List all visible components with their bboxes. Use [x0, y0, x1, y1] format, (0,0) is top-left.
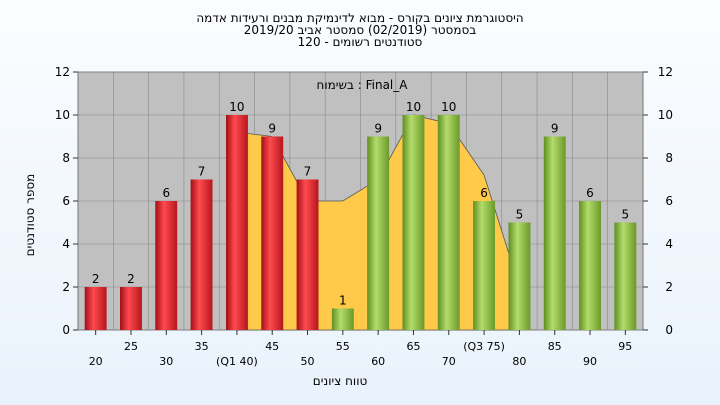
- x-tick-label: 65: [407, 340, 421, 353]
- bar-value-label: 9: [551, 122, 559, 136]
- bar-70: [437, 115, 460, 330]
- x-tick-label: (Q1 40): [216, 355, 258, 368]
- y-axis-right: 0 2 4 6 8 10 12: [643, 65, 673, 337]
- bar-95: [614, 222, 637, 330]
- value-labels: 2 2 6 7 10 9 7 1 9 10 10 6 5 9 6 5: [92, 100, 629, 308]
- y-tick-label-right: 12: [658, 65, 673, 79]
- bar-value-label: 1: [339, 294, 347, 308]
- x-tick-label: 95: [618, 340, 632, 353]
- y-tick-label-right: 2: [665, 280, 673, 294]
- y-axis-label: מספר סטודנטים: [23, 174, 37, 257]
- bar-140: [226, 115, 248, 330]
- bar-25: [120, 287, 142, 330]
- bars: [84, 115, 637, 330]
- bar-value-label: 9: [268, 122, 276, 136]
- bar-value-label: 7: [198, 165, 206, 179]
- y-tick-label: 10: [55, 108, 70, 122]
- y-tick-label: 2: [62, 280, 70, 294]
- bar-50: [296, 179, 319, 330]
- bar-value-label: 10: [229, 100, 244, 114]
- bar-60: [367, 136, 390, 330]
- x-tick-label: (Q3 75): [463, 340, 505, 353]
- bar-80: [508, 222, 531, 330]
- y-tick-label-right: 0: [665, 323, 673, 337]
- bar-20: [84, 287, 107, 330]
- bar-45: [261, 136, 284, 330]
- y-tick-label: 6: [62, 194, 70, 208]
- y-tick-label: 0: [62, 323, 70, 337]
- x-tick-label: 45: [265, 340, 279, 353]
- bar-30: [155, 201, 178, 330]
- y-axis-left: 0 2 4 6 8 10 12: [55, 65, 78, 337]
- bar-65: [402, 115, 425, 330]
- bar-value-label: 7: [304, 165, 312, 179]
- chart-title-line1: היסטוגרמת ציונים בקורס - מבוא לדינמיקת מ…: [196, 11, 523, 25]
- bar-value-label: 6: [480, 186, 488, 200]
- bar-value-label: 5: [516, 208, 524, 222]
- y-tick-label-right: 6: [665, 194, 673, 208]
- y-tick-label: 8: [62, 151, 70, 165]
- x-axis: 20 25 30 35 (Q1 40) 45 50 55 60 65 70 (Q3 75) 80 85 90…: [89, 330, 632, 368]
- y-tick-label-right: 4: [665, 237, 673, 251]
- bar-85: [543, 136, 566, 330]
- x-tick-label: 35: [195, 340, 209, 353]
- x-tick-label: 20: [89, 355, 103, 368]
- x-tick-label: 25: [124, 340, 138, 353]
- bar-value-label: 6: [586, 186, 594, 200]
- y-tick-label: 12: [55, 65, 70, 79]
- x-tick-label: 80: [512, 355, 526, 368]
- bar-value-label: 5: [621, 208, 629, 222]
- x-tick-label: 85: [548, 340, 562, 353]
- x-tick-label: 55: [336, 340, 350, 353]
- x-tick-label: 90: [583, 355, 597, 368]
- chart-title-line3: סטודנטים רשומים - 120: [298, 35, 423, 49]
- chart-title-line2: בסמסטר (02/2019) סמסטר אביב 2019/20: [244, 23, 476, 37]
- bar-value-label: 9: [374, 122, 382, 136]
- x-tick-label: 70: [442, 355, 456, 368]
- chart-annotation: בשימוח : Final_A: [317, 78, 409, 92]
- bar-90: [579, 201, 601, 330]
- y-tick-label: 4: [62, 237, 70, 251]
- bar-value-label: 10: [406, 100, 421, 114]
- x-tick-label: 50: [301, 355, 315, 368]
- x-tick-label: 30: [159, 355, 173, 368]
- bar-value-label: 2: [92, 272, 100, 286]
- bar-35: [190, 179, 213, 330]
- y-tick-label-right: 8: [665, 151, 673, 165]
- bar-55: [331, 308, 354, 330]
- bar-value-label: 10: [441, 100, 456, 114]
- x-tick-label: 60: [371, 355, 385, 368]
- bar-value-label: 2: [127, 272, 135, 286]
- bar-375: [473, 201, 495, 330]
- x-axis-label: טווח ציונים: [313, 374, 368, 388]
- y-tick-label-right: 10: [658, 108, 673, 122]
- bar-value-label: 6: [162, 186, 170, 200]
